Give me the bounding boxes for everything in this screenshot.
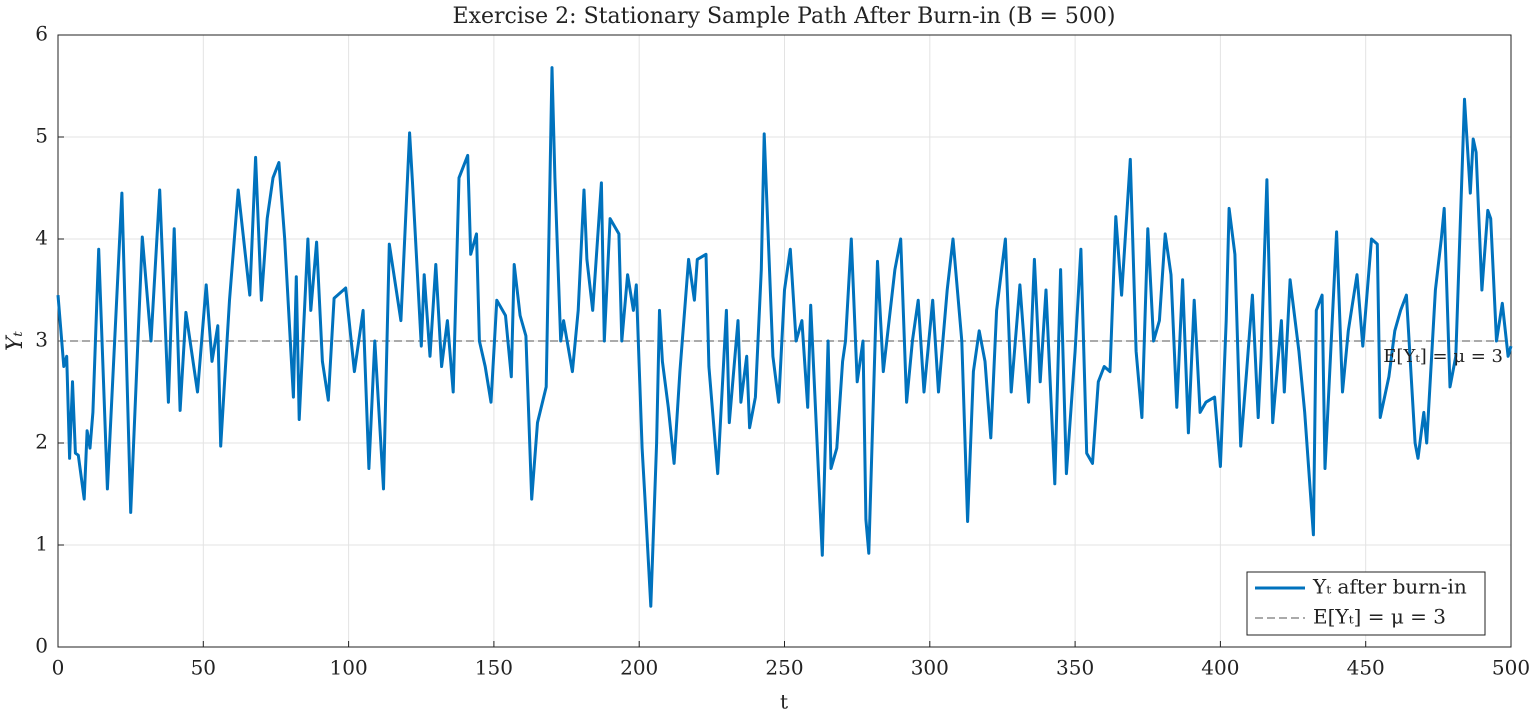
y-tick-label: 1	[35, 532, 48, 556]
y-tick-label: 6	[35, 22, 48, 46]
chart-title: Exercise 2: Stationary Sample Path After…	[453, 4, 1116, 29]
x-tick-label: 300	[911, 656, 949, 680]
x-tick-label: 400	[1201, 656, 1239, 680]
x-tick-label: 50	[191, 656, 216, 680]
legend-label: E[Yₜ] = μ = 3	[1313, 605, 1446, 629]
x-tick-label: 500	[1492, 656, 1530, 680]
y-tick-label: 5	[35, 124, 48, 148]
x-tick-label: 350	[1056, 656, 1094, 680]
x-tick-label: 100	[330, 656, 368, 680]
y-tick-label: 4	[35, 226, 48, 250]
annotation: E[Yₜ] = μ = 3	[1383, 346, 1503, 367]
x-tick-label: 250	[765, 656, 803, 680]
x-tick-label: 200	[620, 656, 658, 680]
y-tick-label: 0	[35, 634, 48, 658]
data-line	[56, 66, 1513, 608]
y-axis-label: Yₜ	[3, 330, 28, 351]
y-tick-label: 3	[35, 328, 48, 352]
x-tick-label: 0	[52, 656, 65, 680]
y-tick-label: 2	[35, 430, 48, 454]
x-tick-label: 150	[475, 656, 513, 680]
legend-label: Yₜ after burn-in	[1312, 575, 1467, 599]
x-axis-label: t	[780, 690, 788, 714]
x-tick-label: 450	[1347, 656, 1385, 680]
legend-box	[1246, 571, 1486, 636]
